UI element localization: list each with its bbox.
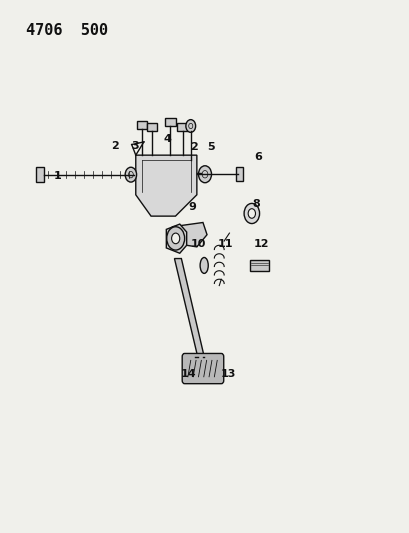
Polygon shape (170, 222, 207, 247)
Text: 2: 2 (189, 142, 197, 152)
Polygon shape (166, 224, 186, 253)
Text: 11: 11 (217, 239, 233, 249)
Polygon shape (174, 259, 204, 357)
Text: 2: 2 (111, 141, 119, 151)
Circle shape (243, 204, 259, 223)
Text: 8: 8 (252, 199, 259, 209)
Text: 3: 3 (131, 141, 138, 151)
Ellipse shape (200, 257, 208, 273)
Text: 14: 14 (180, 369, 196, 378)
Text: 4706  500: 4706 500 (26, 22, 108, 38)
Bar (249, 260, 269, 271)
Circle shape (198, 166, 211, 183)
Bar (136, 120, 147, 128)
Circle shape (166, 227, 184, 250)
Text: 12: 12 (253, 239, 268, 249)
Text: 4: 4 (163, 134, 171, 144)
FancyBboxPatch shape (182, 353, 223, 384)
Text: 5: 5 (207, 142, 214, 152)
Polygon shape (135, 155, 196, 216)
Bar (36, 167, 44, 182)
Text: 9: 9 (188, 202, 196, 212)
Circle shape (171, 233, 179, 244)
Text: 6: 6 (254, 152, 261, 162)
Text: 13: 13 (220, 369, 236, 378)
Text: 1: 1 (54, 172, 61, 181)
Circle shape (247, 209, 255, 218)
Bar (177, 123, 187, 131)
Circle shape (125, 167, 136, 182)
Bar (235, 167, 242, 181)
Circle shape (185, 119, 195, 132)
Bar (146, 123, 157, 131)
Text: 10: 10 (190, 239, 206, 249)
Bar (165, 118, 175, 126)
